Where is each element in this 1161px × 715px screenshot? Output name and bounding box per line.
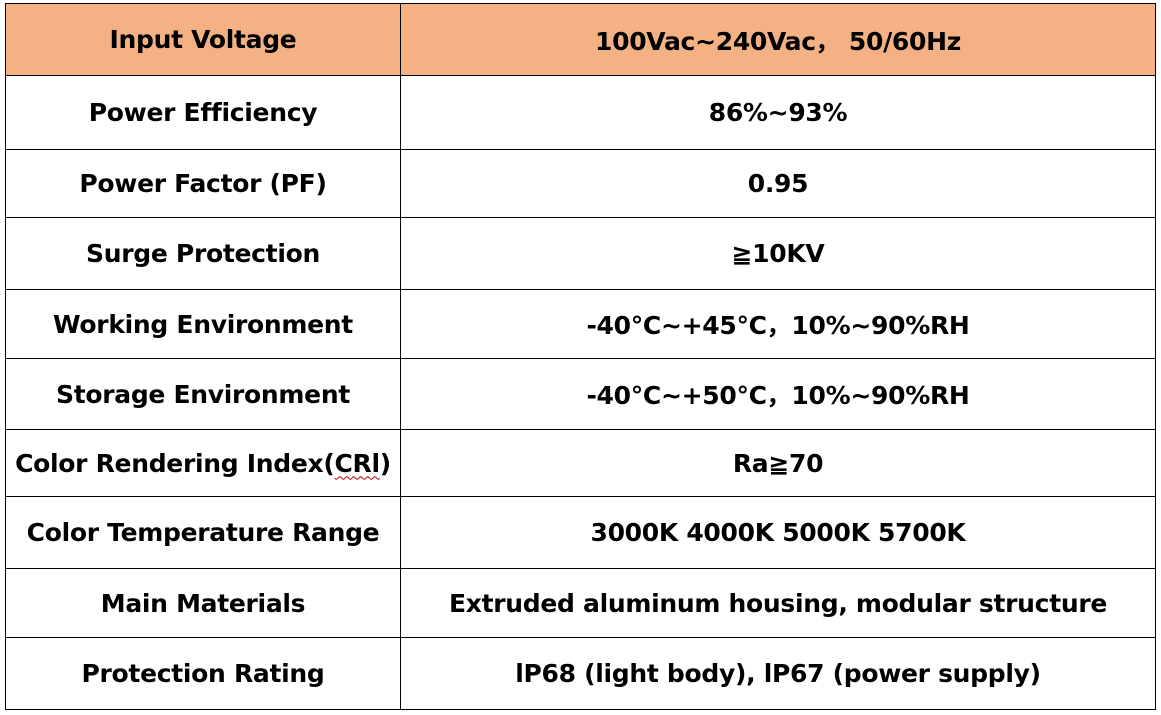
- row-label-cell: Surge Protection: [5, 217, 401, 290]
- row-value-cell: Extruded aluminum housing, modular struc…: [400, 568, 1156, 638]
- table-row: Color Temperature Range 3000K 4000K 5000…: [5, 496, 1156, 569]
- row-value-cell: 0.95: [400, 149, 1156, 218]
- row-value-cell: 3000K 4000K 5000K 5700K: [400, 496, 1156, 569]
- row-value-cell: -40°C~+45°C，10%~90%RH: [400, 289, 1156, 359]
- row-label-suffix: ): [379, 448, 391, 478]
- row-value-cell: 86%~93%: [400, 75, 1156, 150]
- specification-table: Input Voltage 100Vac~240Vac， 50/60Hz Pow…: [5, 3, 1156, 710]
- table-row: Working Environment -40°C~+45°C，10%~90%R…: [5, 289, 1156, 359]
- header-label-cell: Input Voltage: [5, 3, 401, 76]
- row-label-cell: Storage Environment: [5, 358, 401, 430]
- row-label-prefix: Color Rendering Index(: [15, 448, 335, 478]
- row-label-cell: Working Environment: [5, 289, 401, 359]
- table-row: Surge Protection ≧10KV: [5, 217, 1156, 290]
- table-row: Power Factor (PF) 0.95: [5, 149, 1156, 218]
- table-row: Main Materials Extruded aluminum housing…: [5, 568, 1156, 638]
- row-value-cell: -40°C~+50°C，10%~90%RH: [400, 358, 1156, 430]
- spellcheck-flagged-text: CRl: [334, 448, 380, 478]
- row-value-cell: ≧10KV: [400, 217, 1156, 290]
- row-label-cell: Color Rendering Index(CRl): [5, 429, 401, 497]
- row-label-cell: Color Temperature Range: [5, 496, 401, 569]
- table-row: Storage Environment -40°C~+50°C，10%~90%R…: [5, 358, 1156, 430]
- row-value-cell: Ra≧70: [400, 429, 1156, 497]
- row-label-cell: Main Materials: [5, 568, 401, 638]
- row-label-cell: Protection Rating: [5, 637, 401, 710]
- table-row: Protection Rating lP68 (light body), lP6…: [5, 637, 1156, 710]
- table-row: Color Rendering Index(CRl) Ra≧70: [5, 429, 1156, 497]
- header-value-cell: 100Vac~240Vac， 50/60Hz: [400, 3, 1156, 76]
- row-value-cell: lP68 (light body), lP67 (power supply): [400, 637, 1156, 710]
- table-row: Power Efficiency 86%~93%: [5, 75, 1156, 150]
- row-label-cell: Power Efficiency: [5, 75, 401, 150]
- table-header-row: Input Voltage 100Vac~240Vac， 50/60Hz: [5, 3, 1156, 76]
- row-label-cell: Power Factor (PF): [5, 149, 401, 218]
